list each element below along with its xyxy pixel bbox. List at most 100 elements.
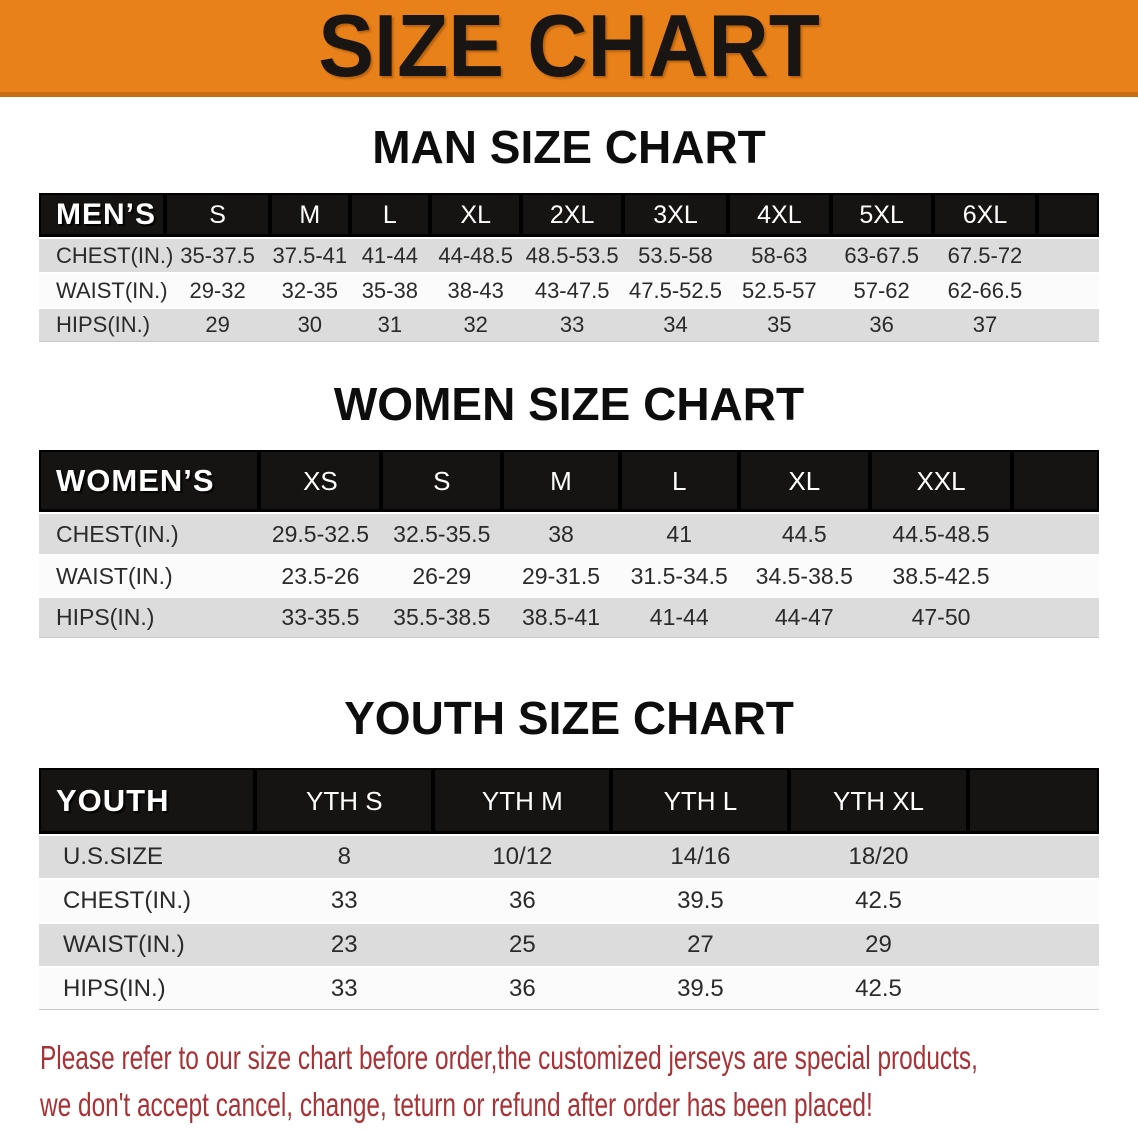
size-value-cell: 35-37.5: [165, 239, 271, 272]
row-label: WAIST(IN.): [39, 924, 256, 966]
size-value-cell: 35.5-38.5: [381, 598, 503, 638]
section-title: MAN SIZE CHART: [372, 121, 766, 173]
disclaimer-line-text: Please refer to our size chart before or…: [40, 1039, 978, 1076]
size-value-cell: 32.5-35.5: [381, 514, 503, 554]
size-value-cell: 36: [433, 968, 612, 1010]
size-value-cell: 62-66.5: [932, 274, 1038, 307]
size-value-cell: 33-35.5: [259, 598, 382, 638]
table-row: WAIST(IN.) 23 25 27 29: [39, 924, 1099, 966]
size-value-cell: 44-47: [738, 598, 870, 638]
size-value-cell: 48.5-53.5: [521, 239, 624, 272]
column-header: 6XL: [932, 193, 1038, 237]
spacer-cell: [1012, 598, 1099, 638]
spacer-cell: [1037, 309, 1099, 342]
size-value-cell: 52.5-57: [727, 274, 831, 307]
spacer-cell: [967, 880, 1099, 922]
table-row: HIPS(IN.) 29 30 31 32 33 34 35 36 37: [39, 309, 1099, 342]
column-header: YTH M: [433, 768, 612, 834]
size-value-cell: 33: [255, 880, 434, 922]
size-value-cell: 37.5-41: [270, 239, 350, 272]
size-value-cell: 29-32: [165, 274, 271, 307]
row-label: HIPS(IN.): [39, 968, 256, 1010]
size-value-cell: 18/20: [789, 836, 968, 878]
table-row: HIPS(IN.) 33-35.5 35.5-38.5 38.5-41 41-44 44-…: [39, 598, 1099, 638]
size-value-cell: 63-67.5: [830, 239, 933, 272]
size-value-cell: 35-38: [349, 274, 431, 307]
table-header-bar: MEN’S S M L XL 2XL 3XL 4XL 5XL 6XL: [39, 193, 1099, 237]
column-header: 3XL: [623, 193, 728, 237]
row-label: WAIST(IN.): [39, 274, 168, 307]
row-label: CHEST(IN.): [39, 514, 260, 554]
row-label: CHEST(IN.): [39, 880, 256, 922]
youth-size-table: YOUTH YTH S YTH M YTH L YTH XL U.S.SIZE 8 10/12…: [39, 766, 1099, 1012]
column-header: XS: [259, 450, 382, 512]
table-row: WAIST(IN.) 23.5-26 26-29 29-31.5 31.5-34.5 34…: [39, 556, 1099, 596]
size-value-cell: 43-47.5: [521, 274, 624, 307]
row-label: CHEST(IN.): [39, 239, 173, 272]
spacer-cell: [1012, 450, 1099, 512]
spacer-cell: [1037, 239, 1099, 272]
table-header-label: WOMEN’S: [39, 450, 260, 512]
column-header: YTH S: [255, 768, 434, 834]
column-header: 2XL: [521, 193, 624, 237]
size-value-cell: 29: [789, 924, 968, 966]
table-header-label: MEN’S: [39, 193, 166, 237]
table-row: HIPS(IN.) 33 36 39.5 42.5: [39, 968, 1099, 1010]
table-row: U.S.SIZE 8 10/12 14/16 18/20: [39, 836, 1099, 878]
column-header: XL: [738, 450, 870, 512]
spacer-cell: [1012, 556, 1099, 596]
column-header: L: [619, 450, 739, 512]
size-value-cell: 39.5: [611, 880, 790, 922]
section-title: YOUTH SIZE CHART: [344, 692, 794, 744]
size-value-cell: 31.5-34.5: [619, 556, 739, 596]
size-value-cell: 14/16: [611, 836, 790, 878]
size-value-cell: 32: [430, 309, 522, 342]
column-header: M: [270, 193, 350, 237]
size-value-cell: 34.5-38.5: [738, 556, 870, 596]
size-value-cell: 36: [830, 309, 933, 342]
size-value-cell: 30: [270, 309, 350, 342]
size-value-cell: 42.5: [789, 880, 968, 922]
size-value-cell: 33: [255, 968, 434, 1010]
disclaimer-line: Please refer to our size chart before or…: [40, 1034, 1138, 1081]
size-chart-banner: SIZE CHART: [0, 0, 1138, 97]
column-header: M: [502, 450, 620, 512]
size-value-cell: 67.5-72: [932, 239, 1038, 272]
row-label: HIPS(IN.): [39, 309, 166, 342]
size-value-cell: 33: [521, 309, 624, 342]
size-chart-section: MAN SIZE CHART MEN’S S M L XL 2XL 3XL 4XL 5XL 6XL C…: [0, 123, 1138, 344]
size-value-cell: 44.5: [738, 514, 870, 554]
column-header: 4XL: [727, 193, 831, 237]
column-header: YTH L: [611, 768, 790, 834]
size-chart-section: WOMEN SIZE CHART WOMEN’S XS S M L XL XXL CHEST(I…: [0, 380, 1138, 640]
size-value-cell: 23: [255, 924, 434, 966]
table-row: WAIST(IN.) 29-32 32-35 35-38 38-43 43-47.5 47.…: [39, 274, 1099, 307]
size-chart-section: YOUTH SIZE CHART YOUTH YTH S YTH M YTH L YTH …: [0, 694, 1138, 1012]
column-header: YTH XL: [789, 768, 968, 834]
size-value-cell: 47-50: [870, 598, 1013, 638]
size-value-cell: 8: [255, 836, 434, 878]
size-value-cell: 44.5-48.5: [870, 514, 1013, 554]
row-label: HIPS(IN.): [39, 598, 260, 638]
column-header: 5XL: [830, 193, 933, 237]
spacer-cell: [967, 836, 1099, 878]
size-value-cell: 47.5-52.5: [623, 274, 728, 307]
table-row: CHEST(IN.) 29.5-32.5 32.5-35.5 38 41 44.5 44.5…: [39, 514, 1099, 554]
spacer-cell: [1037, 193, 1099, 237]
size-value-cell: 32-35: [270, 274, 350, 307]
disclaimer: Please refer to our size chart before or…: [40, 1034, 1138, 1128]
disclaimer-line-text: we don't accept cancel, change, teturn o…: [40, 1086, 873, 1123]
size-value-cell: 36: [433, 880, 612, 922]
size-value-cell: 23.5-26: [259, 556, 382, 596]
size-value-cell: 38.5-41: [502, 598, 620, 638]
size-value-cell: 57-62: [830, 274, 933, 307]
womens-size-table: WOMEN’S XS S M L XL XXL CHEST(IN.) 29.5-32.5 32.5…: [39, 448, 1099, 640]
mens-size-table: MEN’S S M L XL 2XL 3XL 4XL 5XL 6XL CHEST(IN.) 35-37…: [39, 191, 1099, 344]
size-value-cell: 25: [433, 924, 612, 966]
spacer-cell: [967, 968, 1099, 1010]
spacer-cell: [1037, 274, 1099, 307]
size-value-cell: 38: [502, 514, 620, 554]
table-row: CHEST(IN.) 33 36 39.5 42.5: [39, 880, 1099, 922]
sections: MAN SIZE CHART MEN’S S M L XL 2XL 3XL 4XL 5XL 6XL C…: [0, 123, 1138, 1012]
table-header-bar: YOUTH YTH S YTH M YTH L YTH XL: [39, 768, 1099, 834]
